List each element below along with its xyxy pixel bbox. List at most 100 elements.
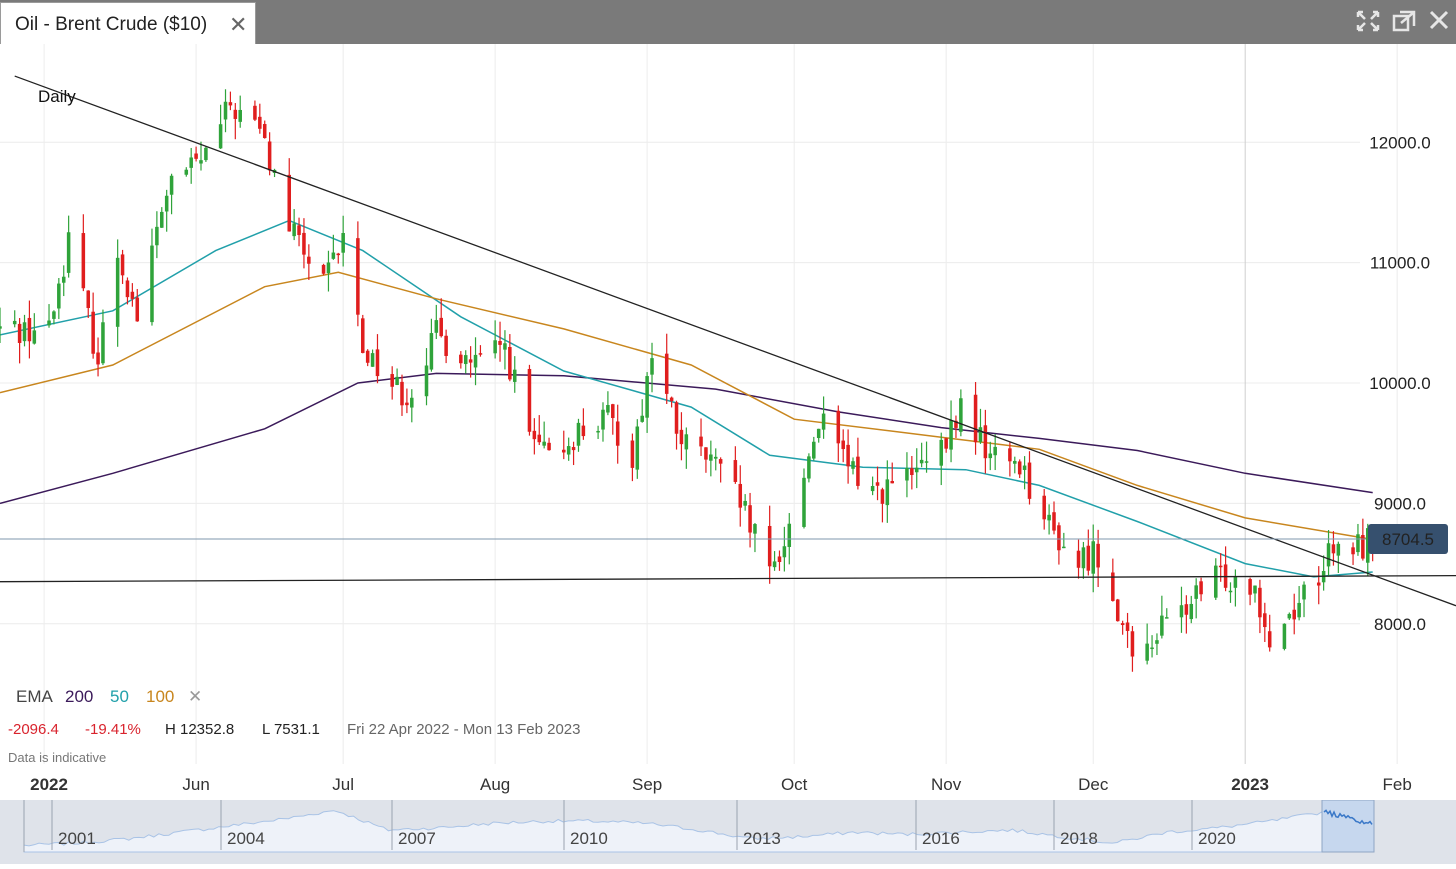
remove-ema-icon[interactable]: ✕ bbox=[188, 687, 202, 706]
stat-date-range: Fri 22 Apr 2022 - Mon 13 Feb 2023 bbox=[347, 721, 580, 738]
close-window-icon[interactable] bbox=[1426, 8, 1454, 34]
candle-down bbox=[233, 109, 238, 119]
candle-up bbox=[1326, 543, 1331, 567]
candle-up bbox=[885, 479, 890, 506]
candle-up bbox=[606, 405, 610, 413]
candle-down bbox=[547, 442, 551, 451]
support-line[interactable] bbox=[0, 575, 1456, 583]
candle-down bbox=[508, 346, 512, 380]
price-reference: 8704.5 bbox=[0, 523, 1448, 554]
candle-down bbox=[679, 429, 684, 445]
candle-down bbox=[777, 556, 782, 563]
candle-down bbox=[1218, 565, 1223, 568]
candle-up bbox=[772, 561, 777, 568]
candle-down bbox=[836, 410, 841, 444]
candle-up bbox=[1365, 528, 1370, 563]
candle-up bbox=[596, 430, 600, 433]
navigator-year-label: 2001 bbox=[58, 829, 96, 848]
candle-down bbox=[562, 449, 566, 453]
trendlines bbox=[0, 75, 1456, 607]
ema-50-line bbox=[0, 219, 1373, 578]
candle-down bbox=[954, 420, 958, 428]
candle-down bbox=[944, 438, 948, 449]
candle-down bbox=[27, 317, 32, 342]
ema-legend-200[interactable]: 200 bbox=[65, 687, 93, 706]
candle-down bbox=[375, 349, 380, 377]
candle-up bbox=[218, 124, 223, 149]
candle-down bbox=[1248, 579, 1252, 595]
y-tick-label: 10000.0 bbox=[1369, 374, 1430, 393]
candle-down bbox=[846, 444, 850, 467]
candle-up bbox=[1233, 576, 1238, 588]
downtrend-line[interactable] bbox=[14, 75, 1456, 607]
y-tick-label: 11000.0 bbox=[1370, 254, 1430, 273]
fullscreen-icon[interactable] bbox=[1354, 8, 1382, 34]
candle-up bbox=[32, 330, 37, 344]
candle-down bbox=[361, 318, 365, 353]
candle-up bbox=[1302, 584, 1306, 600]
candle-up bbox=[650, 358, 654, 375]
candle-down bbox=[527, 368, 532, 432]
candle-down bbox=[1008, 448, 1012, 462]
ema-legend-100[interactable]: 100 bbox=[146, 687, 174, 706]
ema-lines bbox=[0, 219, 1373, 578]
navigator-year-label: 2004 bbox=[227, 829, 265, 848]
time-navigator[interactable]: 2001 2004 2007 2010 2013 2016 2018 2020 bbox=[0, 799, 1456, 864]
candle-up bbox=[787, 523, 792, 547]
candle-down bbox=[130, 291, 135, 299]
candle-up bbox=[709, 454, 713, 461]
candle-up bbox=[988, 453, 993, 459]
interval-label: Daily bbox=[38, 87, 76, 106]
candle-up bbox=[204, 147, 208, 161]
candle-up bbox=[1287, 613, 1292, 619]
candle-up bbox=[1189, 603, 1194, 620]
candle-up bbox=[493, 340, 497, 354]
candle-down bbox=[356, 238, 360, 315]
candle-up bbox=[57, 283, 61, 309]
candle-up bbox=[1062, 546, 1066, 549]
candle-down bbox=[532, 430, 537, 440]
candle-up bbox=[1047, 514, 1051, 521]
x-tick-label: Jul bbox=[332, 775, 354, 794]
candle-up bbox=[993, 446, 997, 456]
candle-down bbox=[767, 525, 772, 567]
navigator-year-label: 2018 bbox=[1060, 829, 1098, 848]
candle-down bbox=[890, 481, 894, 484]
candle-up bbox=[1214, 565, 1218, 598]
x-tick-label: Aug bbox=[480, 775, 510, 794]
candle-up bbox=[115, 257, 120, 327]
stat-change: -2096.4 bbox=[8, 721, 59, 738]
price-chart[interactable]: 8704.5 12000.0 11000.0 10000.0 9000.0 8000.0… bbox=[0, 44, 1456, 800]
window-titlebar: Oil - Brent Crude ($10) ✕ bbox=[0, 0, 1456, 44]
candle-up bbox=[919, 459, 924, 464]
ema-legend-50[interactable]: 50 bbox=[110, 687, 129, 706]
candle-up bbox=[753, 524, 757, 534]
candle-down bbox=[86, 290, 91, 308]
candle-up bbox=[503, 343, 507, 350]
candle-up bbox=[870, 486, 875, 492]
candle-down bbox=[365, 350, 370, 363]
x-tick-label: Jun bbox=[182, 775, 209, 794]
navigator-selected-range[interactable] bbox=[1321, 799, 1375, 853]
candle-down bbox=[405, 402, 409, 406]
candle-up bbox=[713, 456, 718, 459]
candle-down bbox=[1017, 461, 1022, 475]
candlesticks bbox=[0, 89, 1375, 672]
candle-down bbox=[267, 141, 272, 171]
candle-down bbox=[1130, 631, 1135, 657]
popout-icon[interactable] bbox=[1390, 8, 1418, 34]
candle-up bbox=[1160, 615, 1164, 636]
candle-up bbox=[978, 427, 983, 442]
range-stats: -2096.4 -19.41% H 12352.8 L 7531.1 Fri 2… bbox=[8, 721, 580, 738]
chart-tab[interactable]: Oil - Brent Crude ($10) ✕ bbox=[0, 2, 256, 44]
candle-down bbox=[1115, 599, 1120, 622]
close-tab-icon[interactable]: ✕ bbox=[229, 12, 248, 37]
candle-up bbox=[12, 320, 17, 325]
candle-down bbox=[1351, 547, 1355, 555]
candle-up bbox=[640, 415, 644, 422]
candle-up bbox=[949, 420, 953, 450]
candle-up bbox=[914, 467, 919, 473]
candle-up bbox=[959, 398, 963, 432]
candle-down bbox=[81, 233, 86, 289]
candle-down bbox=[96, 352, 100, 365]
